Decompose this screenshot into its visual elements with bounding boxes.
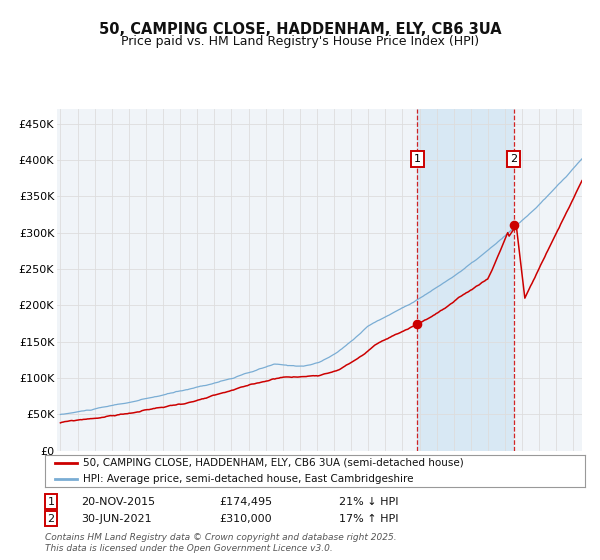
Point [509, 221, 518, 230]
Text: 21% ↓ HPI: 21% ↓ HPI [339, 497, 398, 507]
Text: 2: 2 [510, 154, 517, 164]
Text: £174,495: £174,495 [219, 497, 272, 507]
Text: 17% ↑ HPI: 17% ↑ HPI [339, 514, 398, 524]
Text: 30-JUN-2021: 30-JUN-2021 [81, 514, 152, 524]
Bar [418, 109, 514, 451]
Text: 1: 1 [414, 154, 421, 164]
Text: £310,000: £310,000 [219, 514, 272, 524]
Text: Price paid vs. HM Land Registry's House Price Index (HPI): Price paid vs. HM Land Registry's House … [121, 35, 479, 48]
Text: 20-NOV-2015: 20-NOV-2015 [81, 497, 155, 507]
Text: 50, CAMPING CLOSE, HADDENHAM, ELY, CB6 3UA (semi-detached house): 50, CAMPING CLOSE, HADDENHAM, ELY, CB6 3… [83, 458, 464, 468]
Point [413, 320, 422, 329]
Text: HPI: Average price, semi-detached house, East Cambridgeshire: HPI: Average price, semi-detached house,… [83, 474, 413, 484]
Text: 1: 1 [47, 497, 55, 507]
Text: Contains HM Land Registry data © Crown copyright and database right 2025.
This d: Contains HM Land Registry data © Crown c… [45, 533, 397, 553]
Text: 50, CAMPING CLOSE, HADDENHAM, ELY, CB6 3UA: 50, CAMPING CLOSE, HADDENHAM, ELY, CB6 3… [98, 22, 502, 38]
Text: 2: 2 [47, 514, 55, 524]
